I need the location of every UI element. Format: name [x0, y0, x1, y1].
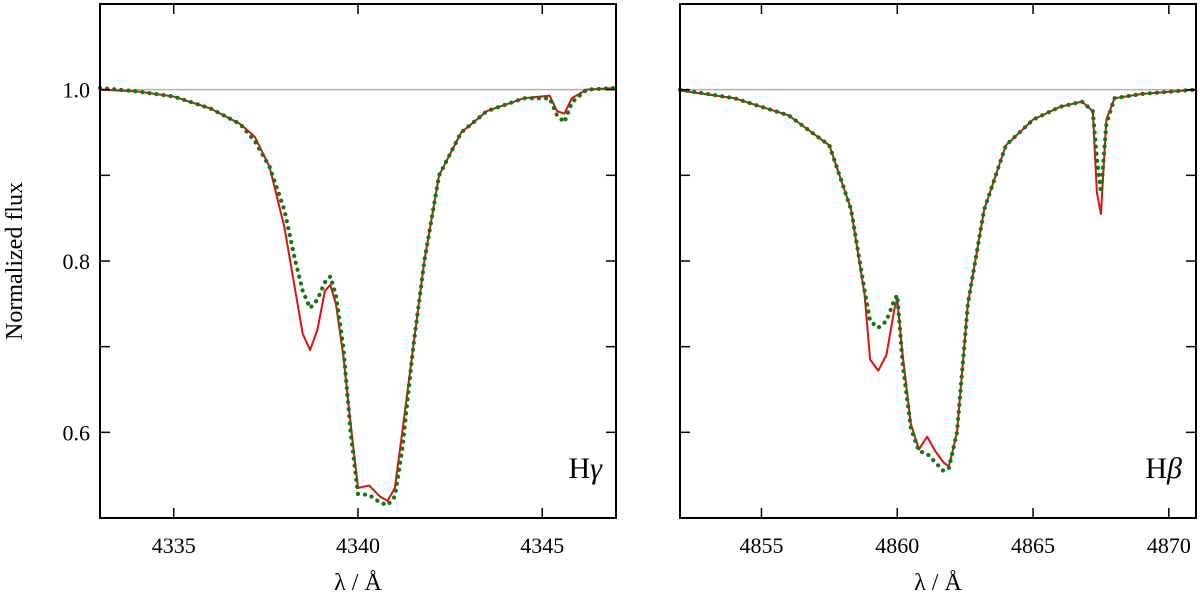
solid-series-line: [99, 86, 617, 502]
x-axis-title: λ / Å: [334, 570, 382, 596]
y-tick-label: 0.6: [63, 420, 91, 445]
dotted-series-line: [97, 85, 619, 508]
solid-series-line: [679, 88, 1197, 468]
line-label-greek: β: [1166, 452, 1182, 485]
panel-h-beta: 4855 4860 4865 4870 λ / Å Hβ: [677, 3, 1199, 596]
spectral-line-label: Hγ: [569, 452, 604, 485]
plot-frame: [679, 3, 1197, 519]
line-label-prefix: H: [1145, 452, 1167, 485]
x-axis-title: λ / Å: [914, 570, 962, 596]
y-tick-label: 0.8: [63, 249, 91, 274]
x-tick-label: 4340: [336, 533, 380, 558]
y-tick-label: 1.0: [63, 78, 91, 103]
x-tick-label: 4855: [739, 533, 783, 558]
x-tick-label: 4865: [1011, 533, 1055, 558]
x-tick-label: 4335: [152, 533, 196, 558]
line-label-greek: γ: [590, 452, 603, 485]
x-tick-label: 4345: [520, 533, 564, 558]
x-tick-label: 4860: [875, 533, 919, 558]
y-axis-title: Normalized flux: [2, 182, 28, 340]
x-tick-label: 4870: [1147, 533, 1191, 558]
panel-h-gamma: 4335 4340 4345 0.6 0.8 1.0 λ / Å Normalized flu…: [2, 3, 619, 596]
dotted-series-line: [677, 87, 1199, 473]
plot-frame: [99, 3, 617, 519]
line-label-prefix: H: [569, 452, 591, 485]
spectral-line-label: Hβ: [1145, 452, 1182, 485]
